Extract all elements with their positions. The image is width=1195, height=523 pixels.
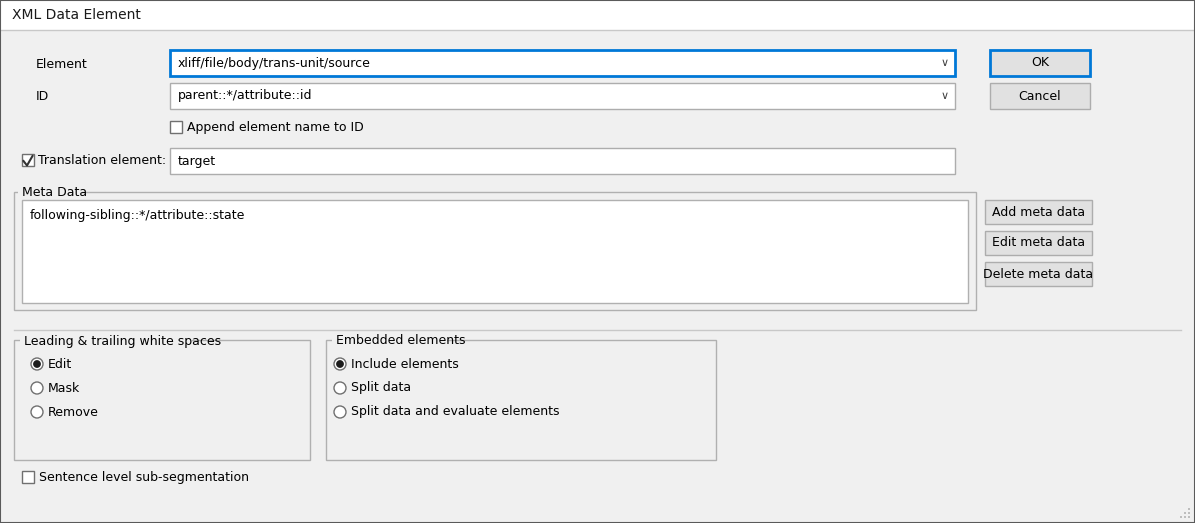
Bar bbox=[20, 336, 192, 346]
Text: Embedded elements: Embedded elements bbox=[336, 335, 466, 347]
Bar bbox=[170, 148, 955, 174]
Text: Leading & trailing white spaces: Leading & trailing white spaces bbox=[24, 335, 221, 347]
Bar bbox=[18, 188, 82, 198]
Text: Add meta data: Add meta data bbox=[992, 206, 1085, 219]
Text: XML Data Element: XML Data Element bbox=[12, 8, 141, 22]
Bar bbox=[985, 200, 1092, 224]
Text: Remove: Remove bbox=[48, 405, 99, 418]
Circle shape bbox=[31, 382, 43, 394]
Text: Mask: Mask bbox=[48, 381, 80, 394]
Circle shape bbox=[31, 358, 43, 370]
Bar bbox=[989, 83, 1090, 109]
Text: Delete meta data: Delete meta data bbox=[983, 267, 1093, 280]
Text: Meta Data: Meta Data bbox=[22, 187, 87, 199]
Bar bbox=[985, 262, 1092, 286]
Text: ∨: ∨ bbox=[940, 58, 949, 68]
Text: xliff/file/body/trans-unit/source: xliff/file/body/trans-unit/source bbox=[178, 56, 370, 70]
Bar bbox=[170, 83, 955, 109]
Text: Edit: Edit bbox=[48, 358, 72, 370]
Bar bbox=[985, 231, 1092, 255]
Text: parent::*/attribute::id: parent::*/attribute::id bbox=[178, 89, 313, 103]
Text: Sentence level sub-segmentation: Sentence level sub-segmentation bbox=[39, 471, 249, 483]
Bar bbox=[22, 154, 33, 166]
Circle shape bbox=[337, 360, 343, 368]
Bar bbox=[326, 340, 716, 460]
Text: Edit meta data: Edit meta data bbox=[992, 236, 1085, 249]
Text: Append element name to ID: Append element name to ID bbox=[186, 120, 363, 133]
Bar bbox=[170, 121, 182, 133]
Bar bbox=[14, 192, 976, 310]
Circle shape bbox=[1179, 516, 1182, 518]
Circle shape bbox=[333, 358, 347, 370]
Bar bbox=[170, 50, 955, 76]
Text: Cancel: Cancel bbox=[1018, 89, 1061, 103]
Circle shape bbox=[333, 382, 347, 394]
Text: Element: Element bbox=[36, 59, 87, 72]
Circle shape bbox=[1184, 512, 1185, 514]
Text: Translation element:: Translation element: bbox=[38, 153, 166, 166]
Text: Split data: Split data bbox=[351, 381, 411, 394]
Text: Include elements: Include elements bbox=[351, 358, 459, 370]
Circle shape bbox=[1184, 516, 1185, 518]
Circle shape bbox=[1188, 508, 1190, 510]
Text: target: target bbox=[178, 154, 216, 167]
Bar bbox=[22, 471, 33, 483]
Text: OK: OK bbox=[1031, 56, 1049, 70]
Text: following-sibling::*/attribute::state: following-sibling::*/attribute::state bbox=[30, 209, 245, 222]
Bar bbox=[14, 340, 310, 460]
Bar bbox=[0, 0, 1195, 30]
Circle shape bbox=[31, 406, 43, 418]
Circle shape bbox=[33, 360, 41, 368]
Bar bbox=[332, 336, 447, 346]
Bar bbox=[989, 50, 1090, 76]
Text: ID: ID bbox=[36, 89, 49, 103]
Circle shape bbox=[1188, 512, 1190, 514]
Text: ∨: ∨ bbox=[940, 91, 949, 101]
Text: Split data and evaluate elements: Split data and evaluate elements bbox=[351, 405, 559, 418]
Bar bbox=[22, 200, 968, 303]
Circle shape bbox=[1188, 516, 1190, 518]
Circle shape bbox=[333, 406, 347, 418]
